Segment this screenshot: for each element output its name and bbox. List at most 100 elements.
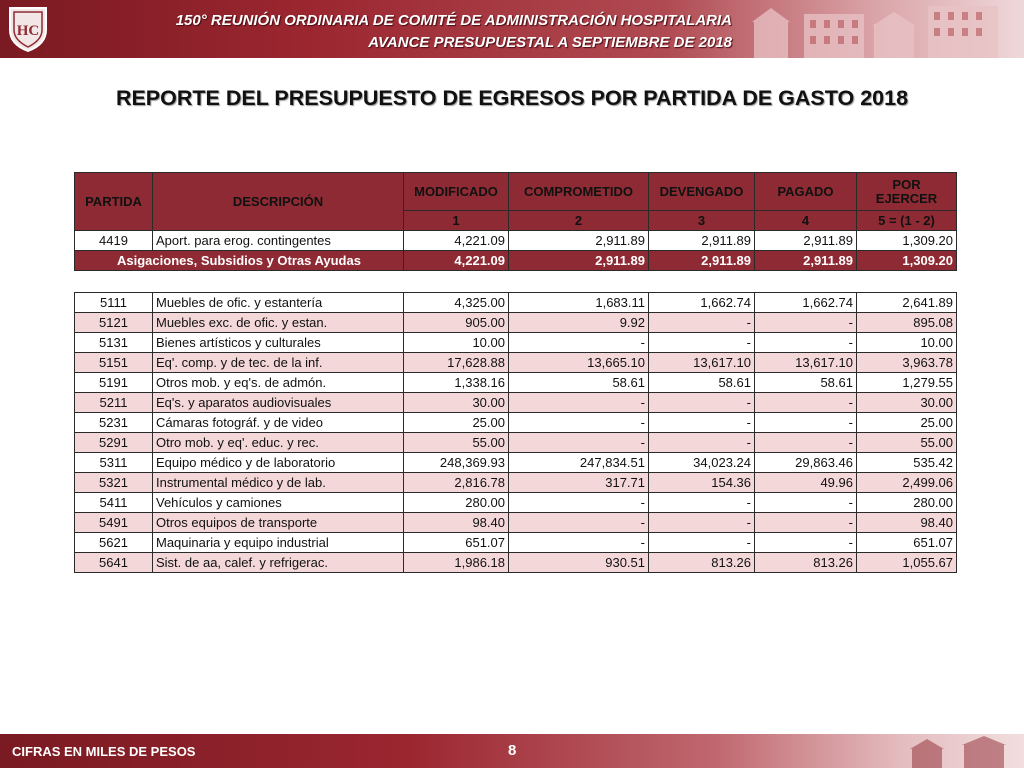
cell-partida: 5641 xyxy=(74,552,153,573)
cell-devengado: - xyxy=(648,392,755,413)
cell-descripcion: Vehículos y camiones xyxy=(152,492,404,513)
cell-por-ejercer: 2,499.06 xyxy=(856,472,957,493)
cell-comprometido: 9.92 xyxy=(508,312,649,333)
table-row: 5411 Vehículos y camiones 280.00- - -280.00 xyxy=(74,492,957,513)
cell-devengado: - xyxy=(648,492,755,513)
cell-pagado: 29,863.46 xyxy=(754,452,857,473)
cell-devengado: - xyxy=(648,412,755,433)
cell-partida: 5151 xyxy=(74,352,153,373)
cell-modificado: 905.00 xyxy=(403,312,509,333)
cell-pagado: - xyxy=(754,492,857,513)
table-row: 5491 Otros equipos de transporte 98.40- - -9… xyxy=(74,512,957,533)
cell-partida: 5491 xyxy=(74,512,153,533)
cell-partida: 5291 xyxy=(74,432,153,453)
subtotal-comprometido: 2,911.89 xyxy=(508,250,649,271)
cell-devengado: 1,662.74 xyxy=(648,292,755,313)
cell-pagado: 2,911.89 xyxy=(754,230,857,251)
cell-modificado: 4,325.00 xyxy=(403,292,509,313)
cell-modificado: 651.07 xyxy=(403,532,509,553)
cell-modificado: 17,628.88 xyxy=(403,352,509,373)
cell-comprometido: 247,834.51 xyxy=(508,452,649,473)
cell-devengado: 2,911.89 xyxy=(648,230,755,251)
cell-por-ejercer: 25.00 xyxy=(856,412,957,433)
cell-devengado: 13,617.10 xyxy=(648,352,755,373)
cell-pagado: - xyxy=(754,332,857,353)
cell-partida: 5231 xyxy=(74,412,153,433)
header-banner: HC 150° REUNIÓN ORDINARIA DE COMITÉ DE A… xyxy=(0,0,1024,58)
header-descripcion: DESCRIPCIÓN xyxy=(152,172,404,231)
cell-modificado: 10.00 xyxy=(403,332,509,353)
header-report-period: AVANCE PRESUPUESTAL A SEPTIEMBRE DE 2018 xyxy=(368,34,732,51)
cell-devengado: - xyxy=(648,432,755,453)
header-por-ejercer-line2: EJERCER xyxy=(875,190,938,206)
cell-descripcion: Eq's. y aparatos audiovisuales xyxy=(152,392,404,413)
cell-pagado: 813.26 xyxy=(754,552,857,573)
subtotal-modificado: 4,221.09 xyxy=(403,250,509,271)
budget-table-body: 5111 Muebles de ofic. y estantería 4,325.0… xyxy=(74,292,957,573)
cell-comprometido: 13,665.10 xyxy=(508,352,649,373)
cell-por-ejercer: 55.00 xyxy=(856,432,957,453)
cell-descripcion: Eq'. comp. y de tec. de la inf. xyxy=(152,352,404,373)
cell-partida: 5191 xyxy=(74,372,153,393)
cell-comprometido: - xyxy=(508,512,649,533)
header-devengado: DEVENGADO xyxy=(648,172,755,211)
cell-comprometido: 1,683.11 xyxy=(508,292,649,313)
page-number: 8 xyxy=(508,742,517,759)
cell-descripcion: Equipo médico y de laboratorio xyxy=(152,452,404,473)
currency-note: CIFRAS EN MILES DE PESOS xyxy=(12,744,196,759)
cell-descripcion: Otros mob. y eq's. de admón. xyxy=(152,372,404,393)
table-row: 5131 Bienes artísticos y culturales 10.00-… xyxy=(74,332,957,353)
table-row: 5191 Otros mob. y eq's. de admón. 1,338.16… xyxy=(74,372,957,393)
header-col-number: 3 xyxy=(648,210,755,231)
cell-descripcion: Muebles exc. de ofic. y estan. xyxy=(152,312,404,333)
cell-modificado: 1,338.16 xyxy=(403,372,509,393)
table-row: 5321 Instrumental médico y de lab. 2,816.7… xyxy=(74,472,957,493)
hospital-building-icon xyxy=(910,736,1006,768)
cell-comprometido: 930.51 xyxy=(508,552,649,573)
cell-devengado: 34,023.24 xyxy=(648,452,755,473)
cell-partida: 4419 xyxy=(74,230,153,251)
cell-por-ejercer: 535.42 xyxy=(856,452,957,473)
budget-table-contingencies: PARTIDA DESCRIPCIÓN MODIFICADO COMPROMET… xyxy=(74,172,957,271)
table-row: 5111 Muebles de ofic. y estantería 4,325.0… xyxy=(74,292,957,313)
cell-partida: 5121 xyxy=(74,312,153,333)
footer-banner: CIFRAS EN MILES DE PESOS 8 xyxy=(0,734,1024,768)
cell-descripcion: Aport. para erog. contingentes xyxy=(152,230,404,251)
cell-por-ejercer: 30.00 xyxy=(856,392,957,413)
cell-modificado: 2,816.78 xyxy=(403,472,509,493)
cell-partida: 5311 xyxy=(74,452,153,473)
cell-por-ejercer: 1,309.20 xyxy=(856,230,957,251)
cell-comprometido: 2,911.89 xyxy=(508,230,649,251)
cell-pagado: - xyxy=(754,412,857,433)
cell-por-ejercer: 895.08 xyxy=(856,312,957,333)
header-partida: PARTIDA xyxy=(74,172,153,231)
cell-modificado: 4,221.09 xyxy=(403,230,509,251)
cell-devengado: - xyxy=(648,512,755,533)
header-por-ejercer-line1: POR xyxy=(892,176,921,192)
cell-por-ejercer: 651.07 xyxy=(856,532,957,553)
page-title: REPORTE DEL PRESUPUESTO DE EGRESOS POR P… xyxy=(115,86,909,110)
table-row: 5231 Cámaras fotográf. y de video 25.00- - -… xyxy=(74,412,957,433)
cell-por-ejercer: 1,055.67 xyxy=(856,552,957,573)
header-col-number: 1 xyxy=(403,210,509,231)
svg-text:HC: HC xyxy=(17,23,40,39)
cell-descripcion: Cámaras fotográf. y de video xyxy=(152,412,404,433)
subtotal-devengado: 2,911.89 xyxy=(648,250,755,271)
table-row: 5621 Maquinaria y equipo industrial 651.07… xyxy=(74,532,957,553)
cell-descripcion: Maquinaria y equipo industrial xyxy=(152,532,404,553)
cell-por-ejercer: 98.40 xyxy=(856,512,957,533)
cell-por-ejercer: 3,963.78 xyxy=(856,352,957,373)
subtotal-label: Asigaciones, Subsidios y Otras Ayudas xyxy=(74,250,404,271)
cell-comprometido: 317.71 xyxy=(508,472,649,493)
cell-pagado: - xyxy=(754,392,857,413)
cell-pagado: 13,617.10 xyxy=(754,352,857,373)
cell-descripcion: Bienes artísticos y culturales xyxy=(152,332,404,353)
table-row: 5311 Equipo médico y de laboratorio 248,36… xyxy=(74,452,957,473)
cell-modificado: 280.00 xyxy=(403,492,509,513)
header-pagado: PAGADO xyxy=(754,172,857,211)
table-row: 5641 Sist. de aa, calef. y refrigerac. 1,9… xyxy=(74,552,957,573)
cell-devengado: 58.61 xyxy=(648,372,755,393)
header-col-number: 4 xyxy=(754,210,857,231)
cell-pagado: 58.61 xyxy=(754,372,857,393)
cell-pagado: 49.96 xyxy=(754,472,857,493)
